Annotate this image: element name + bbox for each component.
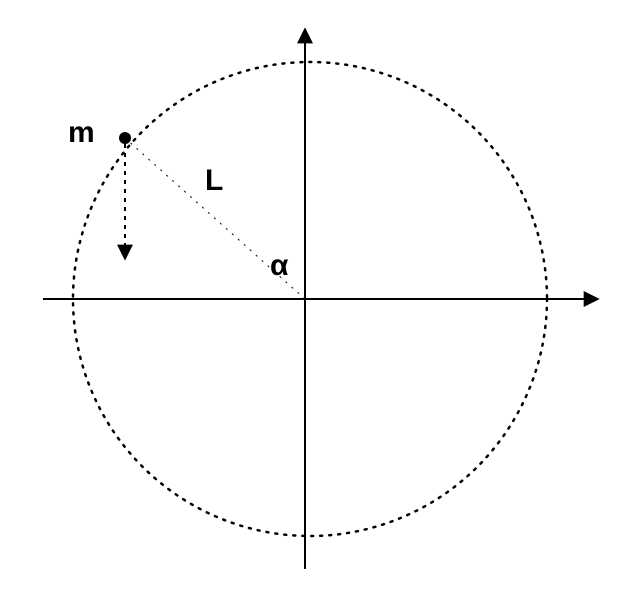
length-label: L [205,164,223,197]
angle-label: α [270,249,289,282]
mass-point [119,132,131,144]
mass-label: m [68,116,95,149]
